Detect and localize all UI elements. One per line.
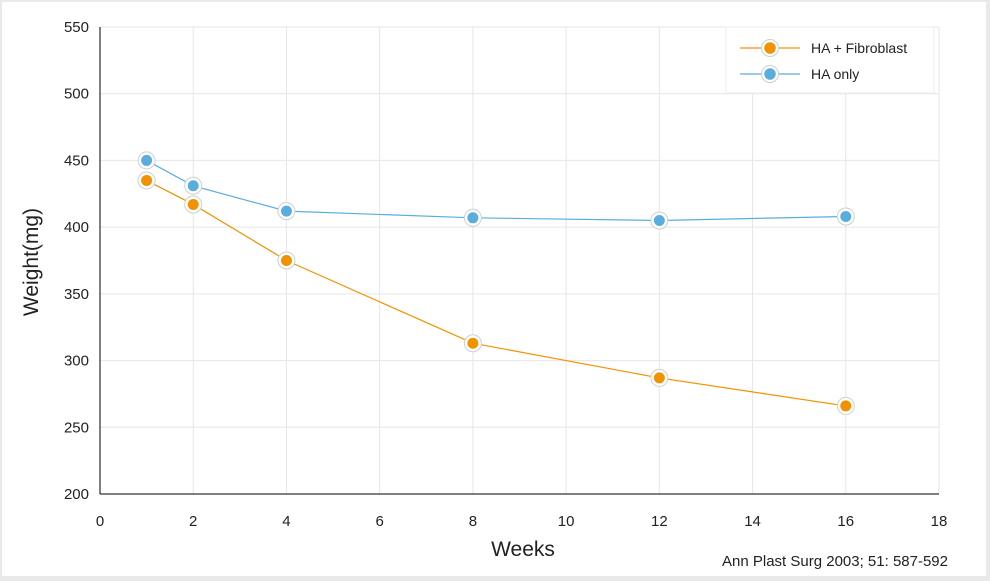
legend-label-ha-only: HA only	[811, 66, 859, 82]
legend-marker-ha-only-ring	[761, 65, 779, 83]
legend-marker-ha-fibroblast	[761, 39, 779, 57]
legend: HA + Fibroblast HA only	[725, 26, 935, 94]
x-tick-label: 8	[469, 513, 477, 530]
x-tick-label: 2	[189, 513, 197, 530]
data-point-2	[141, 154, 153, 166]
x-tick-label: 0	[96, 513, 104, 530]
legend-box	[725, 26, 935, 94]
x-tick-label: 18	[931, 513, 948, 530]
legend-label-ha-fibroblast: HA + Fibroblast	[811, 40, 907, 56]
data-point-2	[840, 210, 852, 222]
x-axis-title: Weeks	[491, 538, 555, 561]
data-point-1	[141, 174, 153, 186]
series-group	[137, 151, 855, 415]
source-citation: Ann Plast Surg 2003; 51: 587-592	[722, 553, 948, 570]
legend-marker-ha-only	[761, 65, 779, 83]
y-tick-label: 350	[64, 286, 89, 303]
data-point-1	[840, 400, 852, 412]
data-point-1	[653, 372, 665, 384]
x-tick-label: 16	[837, 513, 854, 530]
series-line-2	[146, 159, 846, 222]
y-tick-label: 500	[64, 86, 89, 103]
data-point-2	[280, 205, 292, 217]
y-tick-label: 250	[64, 419, 89, 436]
grid-lines	[100, 26, 940, 494]
axes: 0 2 4 6 8 10 12 14 16 18 200 250 300 350 400 450 500 550	[64, 19, 947, 530]
x-tick-label: 12	[651, 513, 668, 530]
data-point-2	[467, 212, 479, 224]
x-tick-label: 10	[558, 513, 575, 530]
y-tick-label: 200	[64, 486, 89, 503]
y-tick-label: 400	[64, 219, 89, 236]
x-tick-label: 14	[744, 513, 761, 530]
data-point-2	[187, 180, 199, 192]
legend-marker-ha-fibroblast-ring	[761, 39, 779, 57]
y-tick-label: 450	[64, 152, 89, 169]
x-tick-label: 6	[375, 513, 383, 530]
y-tick-label: 550	[64, 19, 89, 36]
y-tick-label: 300	[64, 353, 89, 370]
data-point-2	[653, 214, 665, 226]
y-axis-title: Weight(mg)	[20, 208, 43, 316]
data-point-1	[280, 255, 292, 266]
series-line-1	[146, 179, 846, 407]
data-point-1	[467, 337, 479, 349]
x-tick-label: 4	[282, 513, 290, 530]
data-point-1	[187, 198, 199, 210]
